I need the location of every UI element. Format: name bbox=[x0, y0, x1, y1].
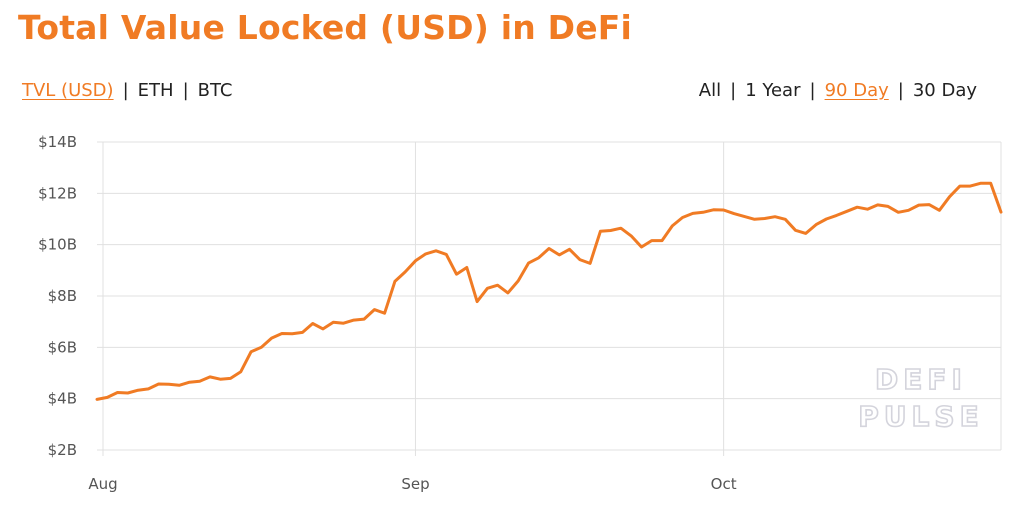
separator: | bbox=[122, 80, 129, 101]
y-tick-label: $10B bbox=[38, 236, 77, 254]
range-option-30-day[interactable]: 30 Day bbox=[912, 80, 977, 101]
y-tick-label: $12B bbox=[38, 184, 77, 202]
separator: | bbox=[182, 80, 189, 101]
tvl-series-line bbox=[95, 181, 1003, 401]
x-tick-label: Aug bbox=[88, 475, 117, 493]
series bbox=[95, 181, 1003, 401]
grid bbox=[97, 141, 1002, 456]
separator: | bbox=[809, 80, 816, 101]
metric-option-tvl-usd[interactable]: TVL (USD) bbox=[22, 80, 114, 101]
defi-pulse-watermark: DEFI PULSE bbox=[857, 362, 983, 434]
metric-toggle: TVL (USD) | ETH | BTC bbox=[22, 80, 233, 101]
page-title: Total Value Locked (USD) in DeFi bbox=[18, 8, 633, 47]
y-tick-label: $8B bbox=[48, 287, 77, 305]
y-tick-label: $2B bbox=[48, 441, 77, 459]
separator: | bbox=[730, 80, 737, 101]
range-option-90-day[interactable]: 90 Day bbox=[824, 80, 889, 101]
range-toggle: All | 1 Year | 90 Day | 30 Day bbox=[699, 80, 977, 101]
metric-option-btc[interactable]: BTC bbox=[197, 80, 233, 101]
y-axis-tick-labels: $2B $4B $6B $8B $10B $12B $14B bbox=[38, 133, 77, 459]
x-axis-tick-labels: Aug Sep Oct bbox=[88, 475, 736, 493]
metric-option-eth[interactable]: ETH bbox=[137, 80, 174, 101]
y-tick-label: $4B bbox=[48, 390, 77, 408]
y-tick-label: $14B bbox=[38, 133, 77, 151]
x-tick-label: Sep bbox=[401, 475, 429, 493]
range-option-all[interactable]: All bbox=[698, 80, 722, 101]
y-tick-label: $6B bbox=[48, 338, 77, 356]
x-tick-label: Oct bbox=[711, 475, 737, 493]
separator: | bbox=[897, 80, 904, 101]
range-option-1-year[interactable]: 1 Year bbox=[745, 80, 801, 101]
watermark-line-2: PULSE bbox=[858, 400, 983, 433]
watermark-line-1: DEFI bbox=[875, 363, 967, 396]
